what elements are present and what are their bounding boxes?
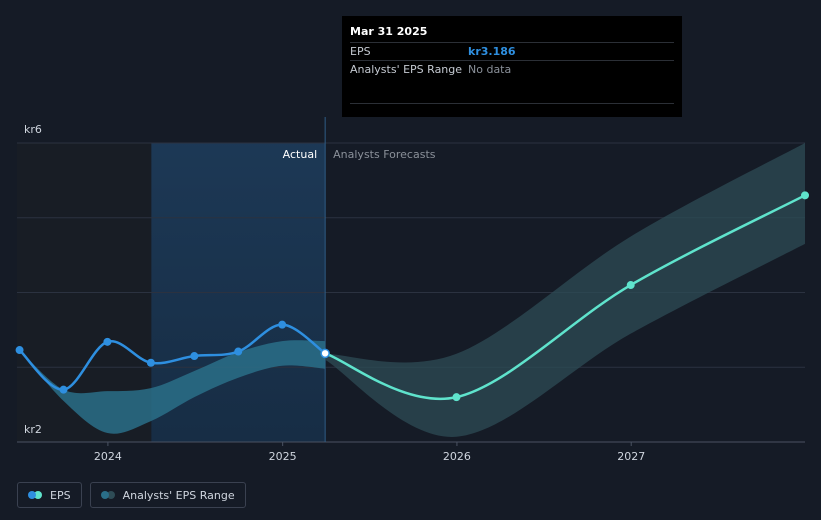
- x-tick-label-3: 2027: [617, 450, 645, 463]
- eps-point-forecast-1: [452, 393, 461, 402]
- x-tick-label-2: 2026: [443, 450, 471, 463]
- legend-eps-label: EPS: [50, 488, 71, 502]
- eps-swatch-dot-actual: [28, 491, 36, 499]
- eps-point-actual-0: [15, 346, 24, 355]
- y-tick-label-1: kr2: [24, 423, 42, 436]
- range-swatch-icon: [100, 491, 115, 499]
- eps-point-forecast-3: [801, 191, 809, 200]
- eps-point-actual-3: [146, 358, 155, 367]
- eps-point-actual-5: [234, 347, 243, 356]
- eps-swatch-dot-forecast: [34, 491, 42, 499]
- tooltip-date: Mar 31 2025: [350, 25, 428, 38]
- y-tick-label-0: kr6: [24, 123, 42, 136]
- tooltip-range-label: Analysts' EPS Range: [350, 63, 463, 76]
- eps-point-highlight: [320, 348, 330, 359]
- legend-range-toggle[interactable]: Analysts' EPS Range: [89, 482, 246, 508]
- x-tick-label-1: 2025: [269, 450, 297, 463]
- legend-eps-toggle[interactable]: EPS: [17, 482, 82, 508]
- eps-point-actual-1: [59, 385, 68, 394]
- tooltip-eps-label: EPS: [350, 45, 371, 58]
- range-band-actual: [19, 340, 326, 434]
- range-swatch-dot-forecast: [106, 491, 115, 499]
- hover-tooltip: Mar 31 2025 EPS kr3.186 Analysts' EPS Ra…: [342, 16, 682, 117]
- chart-legend: EPS Analysts' EPS Range: [17, 482, 246, 508]
- eps-point-actual-4: [190, 352, 199, 361]
- tooltip-eps-value: kr3.186: [468, 45, 516, 58]
- x-tick-label-0: 2024: [94, 450, 122, 463]
- eps-point-actual-2: [103, 337, 112, 346]
- tooltip-row-range: Analysts' EPS Range No data: [350, 60, 674, 104]
- actual-region-label: Actual: [283, 148, 317, 161]
- forecast-region-label: Analysts Forecasts: [333, 148, 436, 161]
- eps-line-forecast: [323, 194, 807, 401]
- tooltip-row-eps: EPS kr3.186: [350, 42, 674, 60]
- eps-swatch-icon: [28, 491, 42, 499]
- eps-point-forecast-2: [626, 281, 635, 290]
- eps-point-actual-6: [278, 320, 287, 329]
- tooltip-range-value: No data: [468, 63, 512, 76]
- range-swatch-dot-actual: [100, 491, 109, 499]
- range-band-forecast: [325, 143, 805, 437]
- legend-range-label: Analysts' EPS Range: [122, 488, 235, 502]
